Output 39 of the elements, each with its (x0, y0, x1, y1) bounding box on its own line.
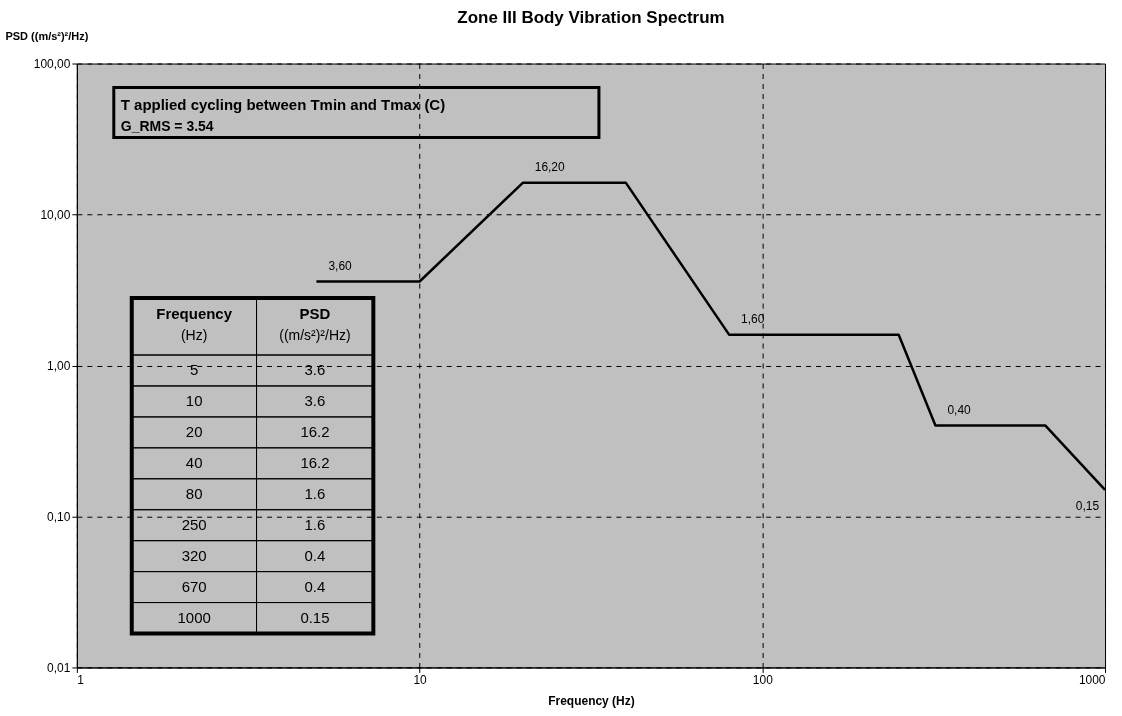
data-label: 0,40 (947, 402, 972, 417)
annotation: 10 (185, 392, 203, 410)
annotation: 250 (181, 516, 207, 534)
annotation: 1000 (177, 609, 211, 627)
annotation: PSD ((m/s²)²/Hz) (279, 305, 351, 344)
x-tick-label: 10 (413, 672, 428, 687)
annotation: G_RMS = 3.54 (120, 118, 214, 135)
y-tick-label: 0,01 (47, 660, 71, 675)
data-label: 0,15 (1075, 498, 1100, 513)
x-tick-label: 1000 (1078, 672, 1106, 687)
y-axis-title: PSD ((m/s²)²/Hz) (5, 30, 89, 43)
x-tick-label: 100 (752, 672, 774, 687)
x-tick-label: 1 (77, 672, 85, 687)
annotation: 3.6 (304, 361, 326, 379)
chart-title: Zone III Body Vibration Spectrum (457, 7, 725, 27)
annotation: 1.6 (304, 516, 326, 534)
annotation: 0.4 (304, 547, 326, 565)
annotation: 0.4 (304, 578, 326, 596)
data-label: 1,60 (741, 311, 765, 326)
annotation: 1.6 (304, 485, 326, 503)
y-tick-label: 0,10 (47, 509, 71, 524)
annotation: T applied cycling between Tmin and Tmax (C) (120, 96, 446, 114)
y-tick-label: 100,00 (33, 57, 71, 72)
annotation: 5 (189, 361, 199, 379)
data-label: 16,20 (534, 159, 566, 174)
annotation: Frequency (Hz) (156, 305, 233, 344)
annotation: 3.6 (304, 392, 326, 410)
annotation: 20 (185, 423, 203, 441)
y-tick-label: 10,00 (40, 207, 71, 222)
annotation: 0.15 (300, 609, 330, 627)
x-axis-title: Frequency (Hz) (548, 693, 635, 708)
y-tick-label: 1,00 (47, 358, 71, 373)
annotation: 16.2 (300, 423, 330, 441)
annotation: 40 (185, 454, 203, 472)
annotation: 16.2 (300, 454, 330, 472)
annotation: 80 (185, 485, 203, 503)
data-label: 3,60 (328, 258, 353, 273)
annotation: 320 (181, 547, 207, 565)
annotation: 670 (181, 578, 207, 596)
